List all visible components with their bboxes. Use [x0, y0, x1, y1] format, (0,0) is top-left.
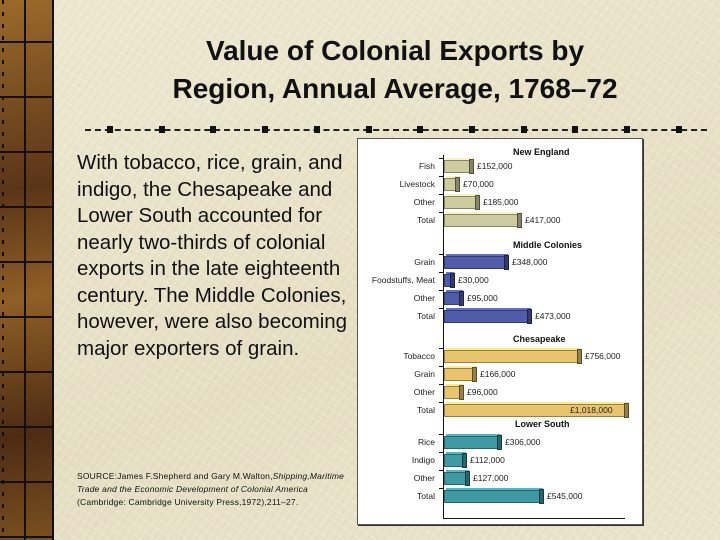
- value-label: £185,000: [483, 197, 519, 207]
- chart-row: Fish £152,000: [358, 158, 642, 175]
- value-label: £70,000: [463, 179, 494, 189]
- divider-dot: [262, 126, 269, 133]
- dashed-divider: [85, 126, 707, 134]
- body-paragraph: With tobacco, rice, grain, and indigo, t…: [77, 151, 348, 360]
- bar: [444, 454, 464, 467]
- region-heading: Chesapeake: [513, 334, 566, 344]
- category-label: Other: [413, 197, 435, 207]
- bar: [444, 196, 477, 209]
- category-label: Fish: [418, 161, 435, 171]
- divider-dot: [365, 126, 372, 133]
- category-label: Other: [413, 293, 435, 303]
- category-label: Livestock: [399, 179, 435, 189]
- divider-dot: [675, 126, 682, 133]
- value-label: £112,000: [470, 455, 505, 465]
- category-label: Grain: [414, 369, 435, 379]
- category-label: Total: [417, 491, 435, 501]
- bar: [444, 292, 461, 305]
- chart-baseline: [443, 518, 625, 519]
- title-line-2: Region, Annual Average, 1768–72: [172, 73, 618, 104]
- chart-row: Grain £348,000: [358, 254, 642, 271]
- chart-row: Other £127,000: [358, 470, 642, 487]
- category-label: Total: [417, 405, 435, 415]
- bar: [444, 368, 474, 381]
- chart-row: Livestock £70,000: [358, 176, 642, 193]
- title-line-1: Value of Colonial Exports by: [205, 35, 585, 66]
- value-label: £545,000: [547, 491, 583, 501]
- bar: [444, 274, 452, 287]
- bar: [444, 490, 541, 503]
- divider-dot: [107, 126, 113, 133]
- category-label: Total: [417, 215, 435, 225]
- wood-border-decoration: [0, 0, 54, 540]
- chart-row: Indigo £112,000: [358, 452, 642, 469]
- divider-dot: [572, 126, 579, 133]
- category-label: Rice: [417, 437, 435, 447]
- chart-row: Total £473,000: [358, 308, 642, 325]
- value-label: £417,000: [525, 215, 561, 225]
- value-label: £96,000: [467, 387, 498, 397]
- category-label: Grain: [414, 257, 435, 267]
- bar: [444, 436, 499, 449]
- bar: [444, 386, 461, 399]
- chart-row: Rice £306,000: [358, 434, 642, 451]
- category-label: Other: [413, 387, 435, 397]
- value-label: £166,000: [480, 369, 516, 379]
- bar: [444, 404, 626, 417]
- region-heading: Lower South: [515, 419, 570, 429]
- bar: [444, 350, 579, 363]
- value-label: £95,000: [467, 293, 498, 303]
- region-heading: Middle Colonies: [513, 240, 583, 250]
- bar: [444, 256, 506, 269]
- divider-dot: [468, 126, 475, 133]
- bar: [444, 214, 519, 227]
- divider-dot: [624, 126, 630, 133]
- chart-row: Foodstuffs, Meat £30,000: [358, 272, 642, 289]
- value-label: £473,000: [535, 311, 571, 321]
- value-label: £30,000: [458, 275, 489, 285]
- category-label: Indigo: [411, 455, 435, 465]
- chart-row: Tobacco £756,000: [358, 348, 642, 365]
- export-chart: New England Fish £152,000 Livestock £70,000 O…: [357, 138, 643, 525]
- chart-row: Grain £166,000: [358, 366, 642, 383]
- value-label: £152,000: [477, 161, 513, 171]
- chart-axis: [443, 155, 444, 519]
- divider-dot: [158, 126, 165, 133]
- category-label: Tobacco: [403, 351, 435, 361]
- value-label: £306,000: [505, 437, 541, 447]
- value-label: £756,000: [585, 351, 621, 361]
- chart-row: Total £1,018,000: [358, 402, 642, 419]
- divider-dot: [520, 126, 527, 133]
- value-label: £127,000: [473, 473, 509, 483]
- bar: [444, 178, 457, 191]
- category-label: Foodstuffs, Meat: [371, 275, 435, 285]
- chart-row: Other £95,000: [358, 290, 642, 307]
- bar: [444, 310, 529, 323]
- chart-row: Other £185,000: [358, 194, 642, 211]
- chart-row: Other £96,000: [358, 384, 642, 401]
- divider-dot: [417, 126, 424, 133]
- category-label: Total: [417, 311, 435, 321]
- chart-row: Total £417,000: [358, 212, 642, 229]
- bar: [444, 160, 471, 173]
- bar: [444, 472, 467, 485]
- category-label: Other: [413, 473, 435, 483]
- region-heading: New England: [513, 147, 570, 157]
- chart-row: Total £545,000: [358, 488, 642, 505]
- slide-title: Value of Colonial Exports by Region, Ann…: [100, 32, 690, 108]
- value-label: £1,018,000: [570, 405, 613, 415]
- divider-dot: [210, 126, 217, 133]
- divider-dot: [313, 126, 320, 133]
- value-label: £348,000: [512, 257, 548, 267]
- source-citation: SOURCE:James F.Shepherd and Gary M.Walto…: [77, 471, 345, 507]
